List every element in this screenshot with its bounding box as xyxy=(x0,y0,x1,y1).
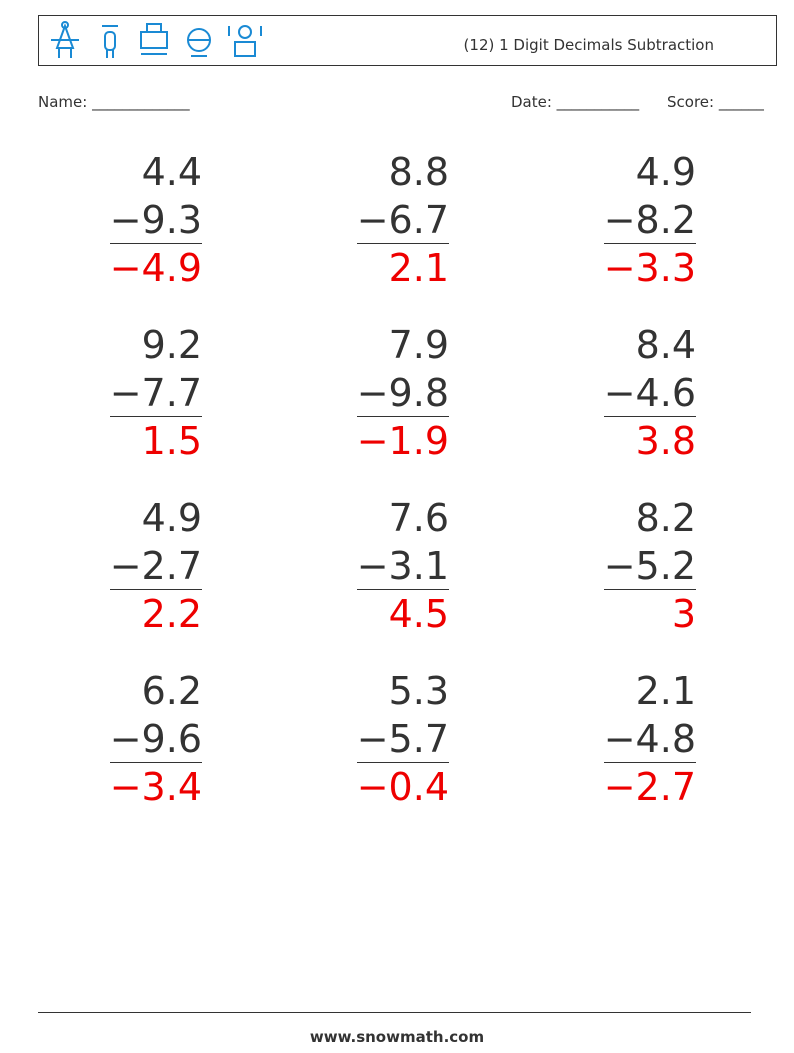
problem: 6.2 −9.6 −3.4 xyxy=(82,667,202,811)
bottom-number: −7.7 xyxy=(109,371,202,417)
top-number: 5.3 xyxy=(388,669,449,713)
bottom-row: −2.7 xyxy=(82,542,202,590)
bottom-row: −9.3 xyxy=(82,196,202,244)
top-number: 8.8 xyxy=(388,150,449,194)
bottom-number: −9.8 xyxy=(356,371,449,417)
footer-rule xyxy=(38,1012,751,1013)
bottom-number: −4.6 xyxy=(603,371,696,417)
bottom-row: −5.7 xyxy=(329,715,449,763)
bottom-row: −7.7 xyxy=(82,369,202,417)
top-number: 7.6 xyxy=(388,496,449,540)
answer: 3 xyxy=(671,592,696,636)
robot-icons xyxy=(51,21,262,58)
answer: −2.7 xyxy=(603,765,696,809)
bottom-number: −8.2 xyxy=(603,198,696,244)
answer: 4.5 xyxy=(388,592,449,636)
bottom-row: −6.7 xyxy=(329,196,449,244)
answer: −3.3 xyxy=(603,246,696,290)
answer: 1.5 xyxy=(141,419,202,463)
bottom-row: −4.6 xyxy=(576,369,696,417)
problem: 2.1 −4.8 −2.7 xyxy=(576,667,696,811)
problem: 9.2 −7.7 1.5 xyxy=(82,321,202,465)
bottom-row: −4.8 xyxy=(576,715,696,763)
bottom-row: −9.8 xyxy=(329,369,449,417)
answer: 2.1 xyxy=(388,246,449,290)
score-field: Score: ______ xyxy=(667,93,764,111)
bottom-row: −8.2 xyxy=(576,196,696,244)
bottom-number: −9.6 xyxy=(109,717,202,763)
bottom-row: −5.2 xyxy=(576,542,696,590)
footer-site: www.snowmath.com xyxy=(309,1028,485,1046)
bottom-row: −3.1 xyxy=(329,542,449,590)
bottom-number: −4.8 xyxy=(603,717,696,763)
top-number: 8.4 xyxy=(635,323,696,367)
answer: −3.4 xyxy=(109,765,202,809)
problem: 7.9 −9.8 −1.9 xyxy=(329,321,449,465)
bottom-row: −9.6 xyxy=(82,715,202,763)
bottom-number: −9.3 xyxy=(109,198,202,244)
problem: 7.6 −3.1 4.5 xyxy=(329,494,449,638)
top-number: 4.4 xyxy=(141,150,202,194)
bottom-number: −6.7 xyxy=(356,198,449,244)
answer: −0.4 xyxy=(356,765,449,809)
problem: 8.8 −6.7 2.1 xyxy=(329,148,449,292)
bottom-number: −3.1 xyxy=(356,544,449,590)
problem: 8.2 −5.2 3 xyxy=(576,494,696,638)
problem: 5.3 −5.7 −0.4 xyxy=(329,667,449,811)
problem: 4.9 −2.7 2.2 xyxy=(82,494,202,638)
problem: 4.9 −8.2 −3.3 xyxy=(576,148,696,292)
top-number: 4.9 xyxy=(141,496,202,540)
top-number: 4.9 xyxy=(635,150,696,194)
name-field: Name: _____________ xyxy=(38,93,190,111)
top-number: 6.2 xyxy=(141,669,202,713)
top-number: 8.2 xyxy=(635,496,696,540)
answer: −4.9 xyxy=(109,246,202,290)
bottom-number: −2.7 xyxy=(109,544,202,590)
problem: 4.4 −9.3 −4.9 xyxy=(82,148,202,292)
problem: 8.4 −4.6 3.8 xyxy=(576,321,696,465)
top-number: 2.1 xyxy=(635,669,696,713)
bottom-number: −5.2 xyxy=(603,544,696,590)
date-field: Date: ___________ xyxy=(511,93,640,111)
top-number: 9.2 xyxy=(141,323,202,367)
bottom-number: −5.7 xyxy=(356,717,449,763)
answer: 2.2 xyxy=(141,592,202,636)
header-box xyxy=(38,15,777,66)
title: (12) 1 Digit Decimals Subtraction xyxy=(463,36,714,54)
top-number: 7.9 xyxy=(388,323,449,367)
answer: −1.9 xyxy=(356,419,449,463)
answer: 3.8 xyxy=(635,419,696,463)
